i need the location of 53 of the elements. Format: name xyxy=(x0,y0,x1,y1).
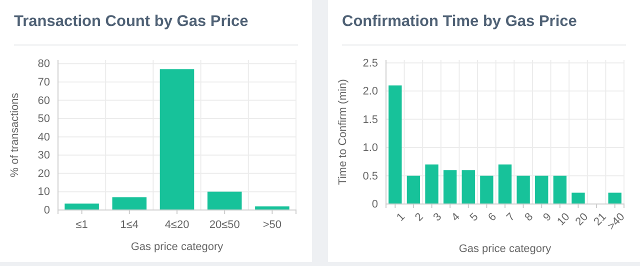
y-tick-label: 0 xyxy=(372,198,378,211)
bar xyxy=(498,164,512,204)
bar xyxy=(572,192,585,204)
x-tick-label: 20 xyxy=(573,210,591,228)
y-tick-label: 1.5 xyxy=(362,114,378,126)
x-tick-label: 8 xyxy=(522,210,536,224)
y-tick-label: 40 xyxy=(38,131,50,144)
bar xyxy=(480,176,494,204)
y-tick-label: 50 xyxy=(38,113,50,126)
y-tick-label: 2.0 xyxy=(362,86,378,98)
y-axis-title: % of transactions xyxy=(9,92,21,178)
y-tick-label: 10 xyxy=(38,186,50,198)
bar xyxy=(112,197,147,210)
x-tick-label: >50 xyxy=(262,218,282,231)
x-tick-label: 9 xyxy=(541,210,554,224)
y-tick-label: 20 xyxy=(38,168,50,180)
y-tick-label: 70 xyxy=(38,76,50,88)
x-tick-label: 2 xyxy=(412,210,426,224)
bar xyxy=(64,204,99,210)
bar xyxy=(535,176,548,204)
x-tick-label: 7 xyxy=(504,210,518,224)
y-tick-label: 1.0 xyxy=(362,142,378,154)
x-tick-label: 4 xyxy=(450,210,462,224)
bar xyxy=(516,176,530,204)
bar xyxy=(406,176,420,204)
bar xyxy=(160,69,194,210)
x-tick-label: ≤1 xyxy=(76,218,88,231)
bar xyxy=(462,170,475,204)
x-tick-label: 3 xyxy=(431,210,444,224)
y-axis-title: Time to Confirm (min) xyxy=(337,79,349,185)
x-tick-label: 5 xyxy=(468,210,481,224)
x-tick-label: 6 xyxy=(486,210,499,224)
bar xyxy=(388,85,402,204)
bar xyxy=(608,192,622,204)
x-tick-label: 20≤50 xyxy=(209,218,240,231)
bar xyxy=(443,170,457,204)
y-tick-label: 60 xyxy=(38,94,50,107)
y-tick-label: 0 xyxy=(44,204,50,217)
y-tick-label: 30 xyxy=(38,150,50,162)
x-axis-title: Gas price category xyxy=(458,243,552,255)
bar xyxy=(425,164,438,204)
y-tick-label: 80 xyxy=(38,58,50,70)
chart-title: Transaction Count by Gas Price xyxy=(14,13,249,30)
x-tick-label: 10 xyxy=(555,210,572,228)
x-tick-label: 1≤4 xyxy=(120,218,139,231)
bar xyxy=(553,176,567,204)
bar xyxy=(207,192,242,210)
chart-title: Confirmation Time by Gas Price xyxy=(342,13,578,30)
y-tick-label: 0.5 xyxy=(362,170,378,182)
y-tick-label: 2.5 xyxy=(362,57,378,70)
x-axis-title: Gas price category xyxy=(130,241,224,253)
x-tick-label: 1 xyxy=(394,210,408,224)
x-tick-label: 4≤20 xyxy=(164,218,190,231)
